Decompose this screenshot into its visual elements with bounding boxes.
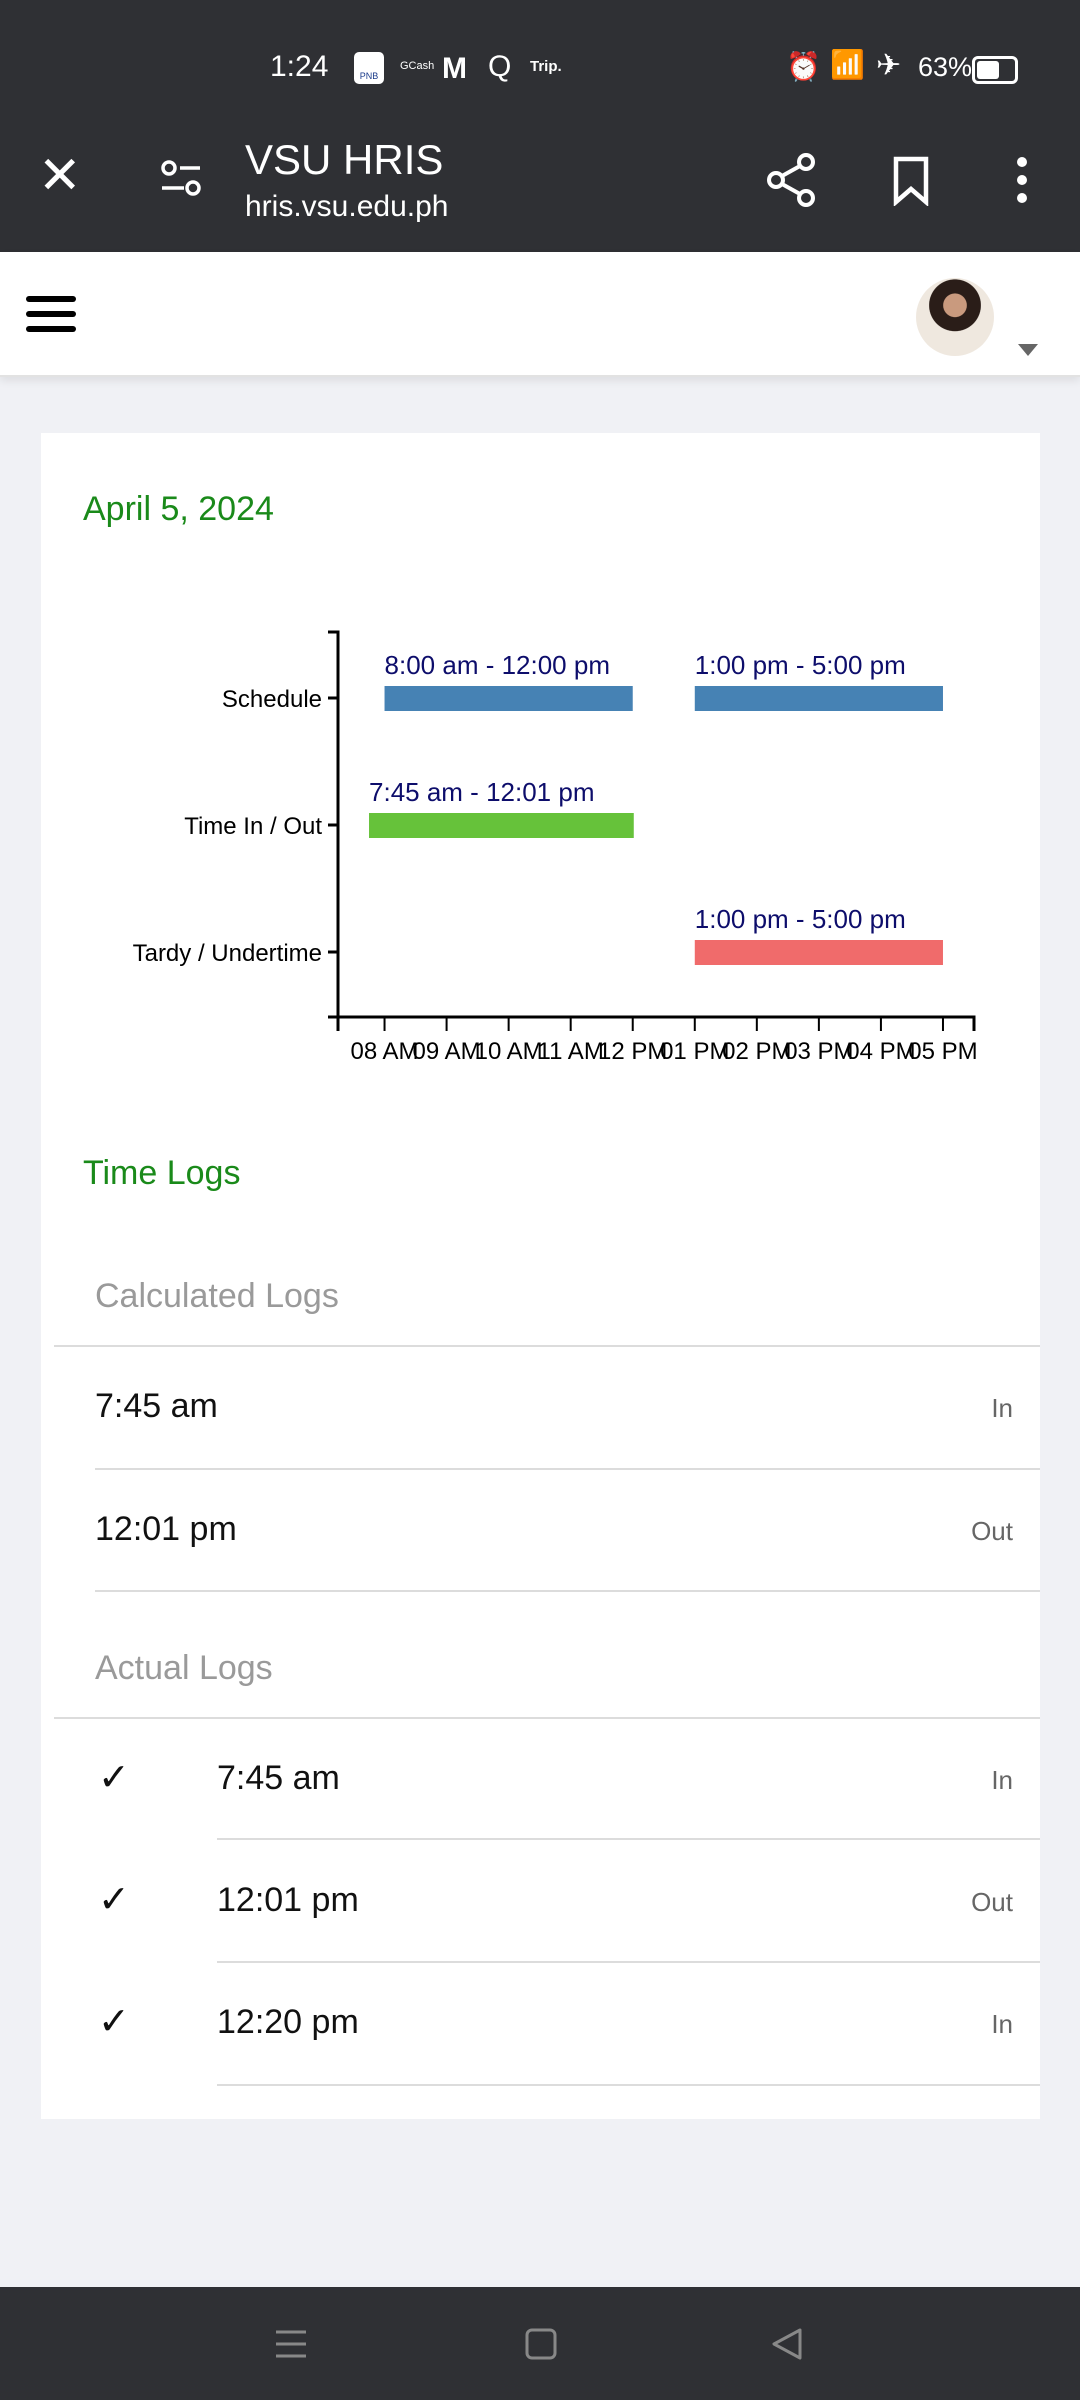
bookmark-icon[interactable] <box>892 156 932 206</box>
battery-percent: 63% <box>918 52 973 82</box>
airplane-icon: ✈ <box>876 49 902 82</box>
y-tick-label: Tardy / Undertime <box>133 940 322 967</box>
x-tick-label: 02 PM <box>722 1038 791 1065</box>
x-tick-label: 11 AM <box>538 1038 604 1065</box>
status-time: 1:24 <box>270 50 329 83</box>
divider <box>54 1717 1040 1719</box>
wifi-icon: 📶 <box>830 49 865 80</box>
divider <box>217 2084 1040 2086</box>
gcash-notification-icon: GCash <box>400 60 435 72</box>
more-options-icon[interactable] <box>1012 156 1032 206</box>
x-tick-label: 12 PM <box>598 1038 667 1065</box>
bar-label: 1:00 pm - 5:00 pm <box>695 904 906 934</box>
log-time: 7:45 am <box>217 1759 340 1797</box>
actual-log-row[interactable]: ✓ 7:45 am In <box>0 1719 1040 1841</box>
share-icon[interactable] <box>766 152 818 208</box>
x-axis <box>336 1015 976 1031</box>
q-notification-icon: Q <box>488 50 512 83</box>
bar-label: 7:45 am - 12:01 pm <box>369 777 594 807</box>
log-time: 12:01 pm <box>95 1510 237 1548</box>
system-navigation-bar <box>0 2287 1080 2400</box>
calculated-logs-heading: Calculated Logs <box>95 1277 339 1315</box>
x-tick-label: 03 PM <box>784 1038 853 1065</box>
log-time: 12:20 pm <box>217 2003 359 2041</box>
divider <box>217 1961 1040 1963</box>
timeline-bar <box>369 813 634 838</box>
time-logs-heading: Time Logs <box>83 1154 241 1192</box>
home-icon[interactable] <box>524 2327 558 2361</box>
user-avatar[interactable] <box>916 278 994 356</box>
bar-label: 8:00 am - 12:00 pm <box>385 650 610 680</box>
log-direction: In <box>991 1765 1013 1795</box>
check-icon: ✓ <box>98 1879 130 1921</box>
back-icon[interactable] <box>770 2327 804 2361</box>
account-dropdown-caret-icon[interactable] <box>1018 344 1038 356</box>
m-notification-icon: M <box>442 52 467 85</box>
actual-logs-heading: Actual Logs <box>95 1649 273 1687</box>
bar-label: 1:00 pm - 5:00 pm <box>695 650 906 680</box>
check-icon: ✓ <box>98 2001 130 2043</box>
app-header <box>0 252 1080 377</box>
date-heading: April 5, 2024 <box>83 490 274 528</box>
log-direction: In <box>991 1393 1013 1423</box>
calculated-log-row: 7:45 am In <box>0 1347 1040 1469</box>
actual-log-row[interactable]: ✓ 12:20 pm In <box>0 1963 1040 2085</box>
close-icon[interactable]: ✕ <box>38 147 82 205</box>
x-tick-label: 05 PM <box>908 1038 977 1065</box>
divider <box>95 1468 1040 1470</box>
timeline-bar <box>694 940 943 965</box>
actual-log-row[interactable]: ✓ 12:01 pm Out <box>0 1841 1040 1963</box>
battery-icon <box>972 56 1018 84</box>
hamburger-menu-icon[interactable] <box>26 296 76 332</box>
trip-notification-icon: Trip. <box>530 58 562 75</box>
x-tick-label: 04 PM <box>846 1038 915 1065</box>
check-icon: ✓ <box>98 1757 130 1799</box>
timeline-bar <box>384 686 633 711</box>
divider <box>217 1838 1040 1840</box>
attendance-timeline-chart: Schedule Time In / Out Tardy / Undertime 08… <box>133 630 978 1065</box>
alarm-icon: ⏰ <box>786 51 821 82</box>
y-tick-label: Schedule <box>222 686 322 713</box>
calculated-log-row: 12:01 pm Out <box>0 1470 1040 1592</box>
x-tick-label: 10 AM <box>475 1038 543 1065</box>
divider <box>54 1345 1040 1347</box>
recent-apps-icon[interactable] <box>274 2327 308 2361</box>
x-tick-label: 01 PM <box>660 1038 729 1065</box>
divider <box>95 1590 1040 1592</box>
x-tick-label: 09 AM <box>413 1038 481 1065</box>
page-url[interactable]: hris.vsu.edu.ph <box>245 190 449 223</box>
pnb-notification-icon: PNB <box>354 52 384 84</box>
timeline-bar <box>694 686 943 711</box>
site-settings-icon[interactable] <box>160 158 204 202</box>
log-time: 7:45 am <box>95 1387 218 1425</box>
log-direction: Out <box>971 1516 1013 1546</box>
log-time: 12:01 pm <box>217 1881 359 1919</box>
browser-top-bar: 1:24 PNB GCash M Q Trip. ⏰ 📶 ✈ 63% ✕ VSU… <box>0 0 1080 252</box>
log-direction: In <box>991 2009 1013 2039</box>
log-direction: Out <box>971 1887 1013 1917</box>
page-title: VSU HRIS <box>245 136 444 183</box>
y-tick-label: Time In / Out <box>184 813 322 840</box>
x-tick-label: 08 AM <box>351 1038 419 1065</box>
